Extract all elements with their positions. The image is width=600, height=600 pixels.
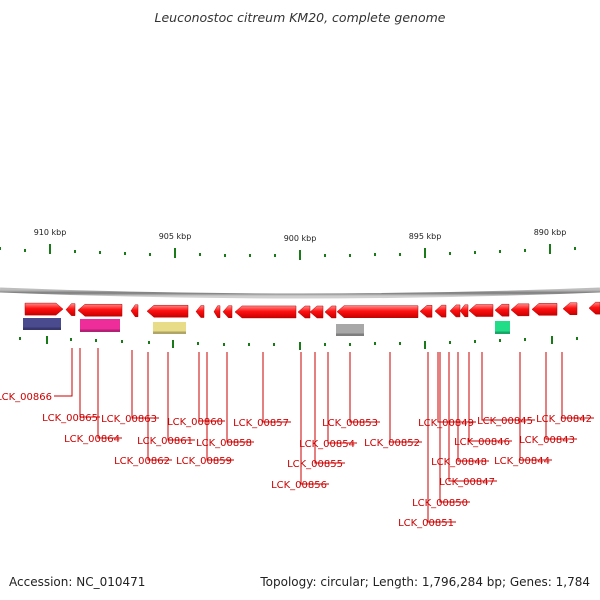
- lower-tick-track: [19, 336, 578, 350]
- gene-leader-line: [262, 352, 291, 423]
- gene-leader-line: [448, 352, 497, 482]
- gene-leader-line: [519, 352, 552, 461]
- gene-label: LCK_00843: [519, 435, 575, 446]
- gene-arrow: [24, 302, 64, 316]
- gene-leader-line: [206, 352, 234, 461]
- gene-arrow: [222, 305, 233, 319]
- gene-label: LCK_00863: [101, 414, 157, 425]
- feature-shadow: [336, 333, 364, 336]
- gene-leader-line: [314, 352, 345, 464]
- genome-summary-text: Topology: circular; Length: 1,796,284 bp…: [260, 575, 590, 589]
- scale-label: 900 kbp: [284, 234, 317, 243]
- gene-leader-line: [327, 352, 357, 444]
- gene-leader-line: [457, 352, 489, 462]
- scale-label: 905 kbp: [159, 232, 192, 241]
- page-title: Leuconostoc citreum KM20, complete genom…: [154, 10, 446, 25]
- genome-backbone: [0, 287, 600, 299]
- gene-arrow: [562, 302, 578, 316]
- gene-leader-line: [427, 352, 456, 523]
- gene-label: LCK_00855: [287, 459, 343, 470]
- gene-leader-line: [437, 352, 476, 423]
- gene-label: LCK_00844: [494, 456, 550, 467]
- gene-arrow: [449, 304, 461, 318]
- gene-leader-line: [561, 352, 594, 419]
- gene-label: LCK_00849: [418, 418, 474, 429]
- gene-arrow: [234, 305, 297, 319]
- gene-arrow: [531, 303, 558, 316]
- gene-arrow: [434, 304, 447, 318]
- gene-arrow: [588, 301, 600, 315]
- gene-label: LCK_00848: [431, 457, 487, 468]
- gene-label: LCK_00842: [536, 414, 592, 425]
- gene-leader-line: [481, 352, 535, 421]
- gene-arrow: [510, 303, 530, 317]
- gene-track: [24, 301, 600, 319]
- gene-leader-line: [226, 352, 254, 443]
- gene-arrow: [309, 305, 324, 319]
- feature-shadow: [23, 327, 61, 330]
- backbone-arc: [0, 287, 600, 299]
- gene-arrow: [130, 304, 139, 318]
- accession-text: Accession: NC_010471: [9, 575, 146, 589]
- gene-leader-line: [389, 352, 422, 443]
- gene-leader-line: [198, 352, 225, 422]
- scale-label: 890 kbp: [534, 228, 567, 237]
- feature-block-1: [23, 318, 61, 330]
- feature-block-4: [336, 324, 364, 336]
- gene-leader-line: [79, 348, 100, 418]
- gene-arrow: [324, 305, 337, 319]
- gene-arrow: [213, 305, 221, 318]
- feature-block-3: [153, 322, 186, 334]
- gene-label: LCK_00854: [299, 439, 355, 450]
- gene-label: LCK_00853: [322, 418, 378, 429]
- gene-arrow: [77, 303, 123, 317]
- gene-labels: LCK_00866 LCK_00865 LCK_00864 LCK_00863 LCK_…: [0, 348, 594, 529]
- gene-leader-line: [349, 352, 380, 423]
- gene-arrow: [195, 305, 205, 318]
- gene-label: LCK_00865: [42, 413, 98, 424]
- gene-label: LCK_00864: [64, 434, 120, 445]
- gene-label: LCK_00860: [167, 417, 223, 428]
- gene-leader-line: [147, 352, 172, 461]
- gene-label: LCK_00847: [439, 477, 495, 488]
- gene-leader-line: [300, 352, 329, 485]
- gene-label: LCK_00852: [364, 438, 420, 449]
- feature-shadow: [495, 331, 510, 334]
- gene-arrow: [65, 303, 76, 316]
- gene-leader-line: [468, 352, 512, 442]
- gene-leader-line: [167, 352, 195, 441]
- gene-label: LCK_00857: [233, 418, 289, 429]
- scale-label: 910 kbp: [34, 228, 67, 237]
- gene-leader-line: [97, 348, 122, 439]
- gene-label: LCK_00859: [176, 456, 232, 467]
- gene-label: LCK_00846: [454, 437, 510, 448]
- gene-leader-line: [545, 352, 577, 440]
- feature-shadow: [80, 329, 120, 332]
- gene-arrow: [146, 304, 189, 318]
- gene-arrow: [297, 305, 311, 319]
- gene-leader-line: [54, 348, 73, 397]
- gene-label: LCK_00851: [398, 518, 454, 529]
- scale-label: 895 kbp: [409, 232, 442, 241]
- feature-shadow: [153, 331, 186, 334]
- gene-arrow: [494, 303, 510, 317]
- gene-label: LCK_00866: [0, 392, 52, 403]
- gene-label: LCK_00856: [271, 480, 327, 491]
- gene-label: LCK_00850: [412, 498, 468, 509]
- feature-block-2: [80, 319, 120, 332]
- gene-label: LCK_00858: [196, 438, 252, 449]
- gene-arrow: [336, 305, 419, 318]
- feature-track: [23, 318, 510, 336]
- gene-leader-line: [131, 350, 159, 419]
- gene-arrow: [459, 304, 469, 318]
- gene-arrow: [468, 304, 494, 317]
- gene-label: LCK_00862: [114, 456, 170, 467]
- gene-label: LCK_00861: [137, 436, 193, 447]
- gene-label: LCK_00845: [477, 416, 533, 427]
- gene-arrow: [419, 305, 433, 318]
- feature-block-5: [495, 321, 510, 334]
- scale-ruler: 910 kbp 905 kbp 900 kbp 895 kbp 890 kbp: [0, 228, 576, 260]
- gene-leader-line: [439, 352, 470, 503]
